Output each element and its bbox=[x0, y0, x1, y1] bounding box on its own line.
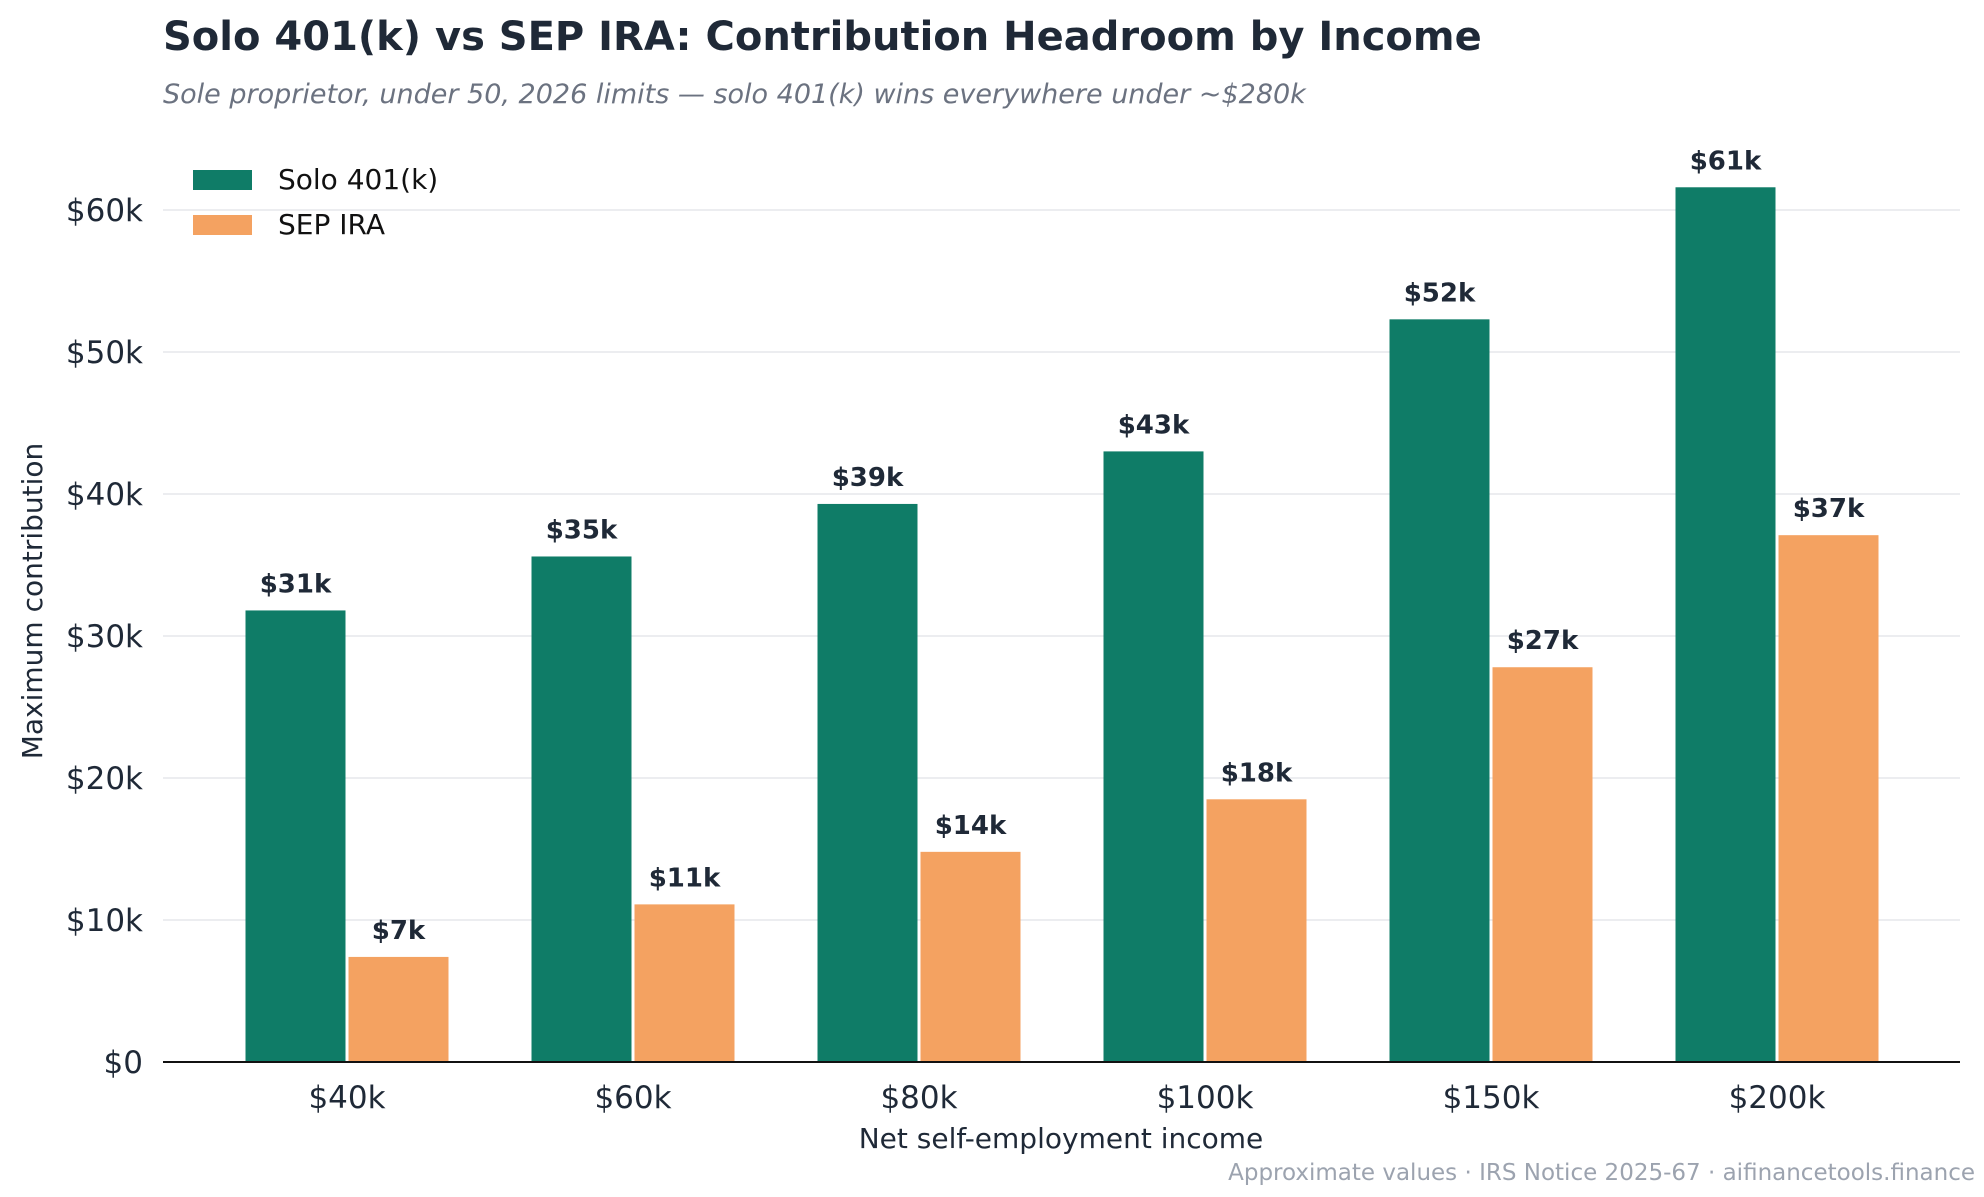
bar-sep-ira bbox=[634, 904, 735, 1062]
y-axis-label: Maximum contribution bbox=[16, 443, 49, 760]
bar-sep-ira bbox=[1778, 535, 1879, 1062]
bar-value-label: $43k bbox=[1118, 410, 1190, 440]
bar-solo-401k bbox=[245, 610, 346, 1062]
bar-solo-401k bbox=[1675, 187, 1776, 1062]
y-tick-label: $30k bbox=[66, 619, 143, 655]
bar-solo-401k bbox=[817, 503, 918, 1062]
bar-value-label: $31k bbox=[260, 569, 332, 599]
bar-sep-ira bbox=[348, 956, 449, 1062]
y-tick-label: $50k bbox=[66, 335, 143, 371]
bar-sep-ira bbox=[1492, 667, 1593, 1062]
y-axis-ticks: $0 $10k $20k $30k $40k $50k $60k bbox=[66, 193, 143, 1081]
y-tick-label: $0 bbox=[104, 1045, 143, 1081]
x-axis-ticks: $40k $60k $80k $100k $150k $200k bbox=[308, 1080, 1825, 1116]
legend-entry: Solo 401(k) bbox=[278, 163, 438, 196]
y-tick-label: $40k bbox=[66, 477, 143, 513]
legend-swatch bbox=[193, 170, 252, 190]
x-tick-label: $60k bbox=[594, 1080, 671, 1116]
bar-value-label: $39k bbox=[832, 463, 904, 493]
bar-value-label: $37k bbox=[1793, 494, 1865, 524]
bar-value-label: $27k bbox=[1507, 626, 1579, 656]
y-tick-label: $60k bbox=[66, 193, 143, 229]
bar-value-label: $11k bbox=[649, 863, 721, 893]
bar-value-label: $52k bbox=[1404, 278, 1476, 308]
bar-value-label: $18k bbox=[1221, 758, 1293, 788]
bars bbox=[245, 187, 1879, 1063]
bar-sep-ira bbox=[1206, 799, 1307, 1062]
bar-value-label: $7k bbox=[372, 916, 426, 946]
x-tick-label: $40k bbox=[308, 1080, 385, 1116]
x-tick-label: $200k bbox=[1729, 1080, 1826, 1116]
y-tick-label: $10k bbox=[66, 903, 143, 939]
source-footer: Approximate values · IRS Notice 2025-67 … bbox=[1228, 1160, 1975, 1186]
bar-solo-401k bbox=[1103, 451, 1204, 1062]
gridlines bbox=[163, 209, 1960, 921]
bar-solo-401k bbox=[531, 556, 632, 1062]
legend: Solo 401(k) SEP IRA bbox=[193, 163, 438, 241]
chart-subtitle: Sole proprietor, under 50, 2026 limits —… bbox=[163, 79, 1307, 110]
bar-solo-401k bbox=[1389, 319, 1490, 1063]
bar-sep-ira bbox=[920, 851, 1021, 1062]
bar-value-label: $35k bbox=[546, 515, 618, 545]
bar-value-label: $61k bbox=[1690, 146, 1762, 176]
bar-data-labels: $31k $7k $35k $11k $39k $14k $43k $18k $52k $27k $… bbox=[260, 146, 1865, 946]
x-tick-label: $100k bbox=[1157, 1080, 1254, 1116]
bar-value-label: $14k bbox=[935, 811, 1007, 841]
legend-swatch bbox=[193, 215, 252, 235]
x-tick-label: $150k bbox=[1443, 1080, 1540, 1116]
x-axis-label: Net self-employment income bbox=[859, 1122, 1264, 1155]
x-tick-label: $80k bbox=[880, 1080, 957, 1116]
y-tick-label: $20k bbox=[66, 761, 143, 797]
chart-title: Solo 401(k) vs SEP IRA: Contribution Hea… bbox=[163, 14, 1482, 60]
legend-entry: SEP IRA bbox=[278, 208, 385, 241]
